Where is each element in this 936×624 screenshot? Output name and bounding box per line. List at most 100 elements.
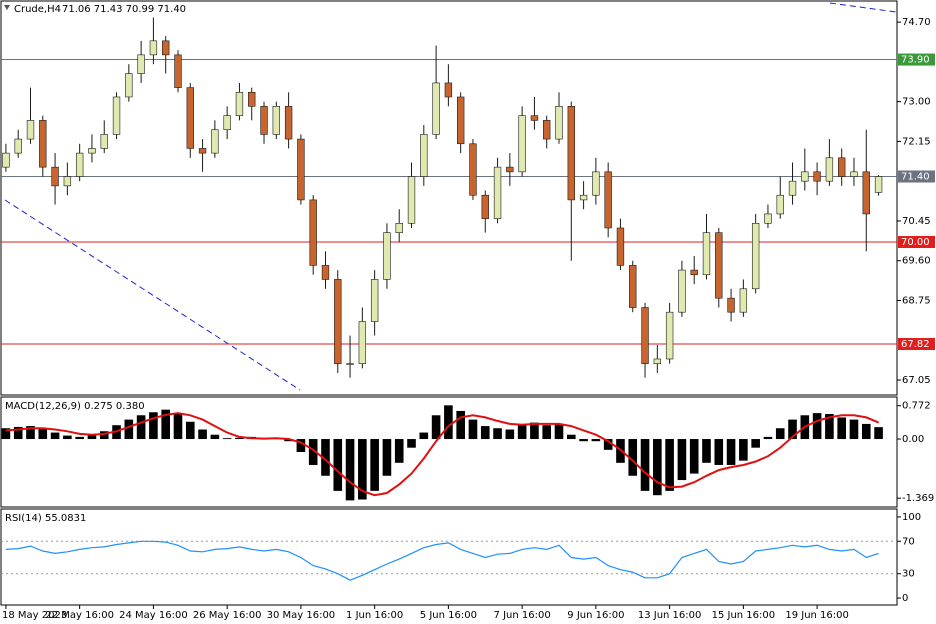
y-tick-label: 30 [902,569,915,580]
candle-body [260,106,268,135]
candle-body [825,157,834,182]
level-label: 73.90 [901,55,930,66]
macd-bar [321,439,330,476]
candle-body [125,73,133,98]
macd-bar [50,432,60,440]
macd-bar [579,439,588,442]
macd-bar [358,439,367,500]
macd-bar [149,412,158,440]
candle-body [702,232,711,276]
rsi-line [5,540,879,581]
macd-bar [26,426,35,440]
candle-body [26,120,35,140]
macd-bar [751,439,760,448]
macd-bar [370,439,379,491]
candle-body [174,54,182,88]
macd-bar [222,438,232,440]
macd-bar [296,439,306,452]
macd-bar [87,434,97,440]
macd-bar [124,419,134,440]
candle-body [678,269,686,313]
x-tick-label: 7 Jun 16:00 [494,610,551,621]
x-tick-label: 24 May 16:00 [119,610,188,621]
macd-bar [431,415,441,440]
candle-body [309,199,317,266]
candle-body [653,358,662,364]
macd-bar [726,439,736,465]
macd-bar [493,428,502,440]
macd-bar [173,413,183,440]
candle-body [456,96,465,145]
candle-body [162,40,170,56]
macd-bar [628,439,638,476]
candle-body [2,152,10,168]
y-tick-label: 0.772 [902,401,931,412]
macd-bar [677,439,687,481]
candle-body [801,171,809,182]
candle-body [727,297,735,313]
macd-bar [554,423,564,440]
macd-bar [198,429,207,440]
candle-body [137,54,145,74]
macd-bar [136,415,146,440]
macd-bar [812,413,822,440]
x-tick-label: 1 Jun 16:00 [346,610,403,621]
candle-body [850,171,858,177]
candle-body [751,222,760,290]
candle-body [555,106,563,140]
symbol-icon [4,5,10,10]
candle-body [592,171,600,196]
candle-body [690,269,698,276]
candle-body [211,129,219,154]
macd-bar [566,434,576,440]
candle-body [321,265,330,280]
candle-body [100,134,108,149]
macd-signal [5,412,879,497]
macd-bar [653,439,662,496]
candle-body [862,171,870,215]
macd-bar [1,428,11,440]
macd-bar [419,432,429,440]
macd-bar [530,422,539,440]
candle-body [665,311,674,360]
macd-bar [739,439,748,461]
macd-bar [480,426,490,440]
macd-bar [468,419,478,440]
macd-bar [394,439,404,463]
candle-body [604,171,612,229]
y-tick-label: -1.369 [902,493,934,504]
macd-bar [689,439,699,474]
candle-body [420,134,428,177]
main-panel [0,0,898,396]
candle-body [567,106,575,201]
macd-bar [788,419,797,440]
macd-bar [284,439,293,442]
macd-bar [382,439,392,476]
candle-body [39,120,47,168]
macd-bar [308,439,318,465]
macd-panel [0,396,898,508]
macd-bar [63,435,72,440]
candle-body [51,166,59,187]
macd-bar [640,439,650,491]
macd-bar [874,427,883,440]
candle-body [223,115,231,131]
candle-body [813,171,821,182]
ohlc-label: 71.06 71.43 70.99 71.40 [62,4,186,15]
candle-body [395,222,403,233]
macd-bar [603,439,613,450]
candle-body [198,148,207,154]
candle-body [764,213,772,224]
x-tick-label: 18 May 2023 [2,610,67,621]
trend-line [829,2,897,13]
candle-body [112,96,121,135]
macd-bar [591,439,601,442]
candle-body [88,148,96,154]
candle-body [75,152,84,177]
y-tick-label: 70.45 [902,216,931,227]
y-tick-label: 100 [902,512,921,523]
y-tick-label: 0 [902,593,908,604]
macd-bar [185,421,195,440]
candle-body [616,227,625,266]
x-tick-label: 5 Jun 16:00 [420,610,477,621]
